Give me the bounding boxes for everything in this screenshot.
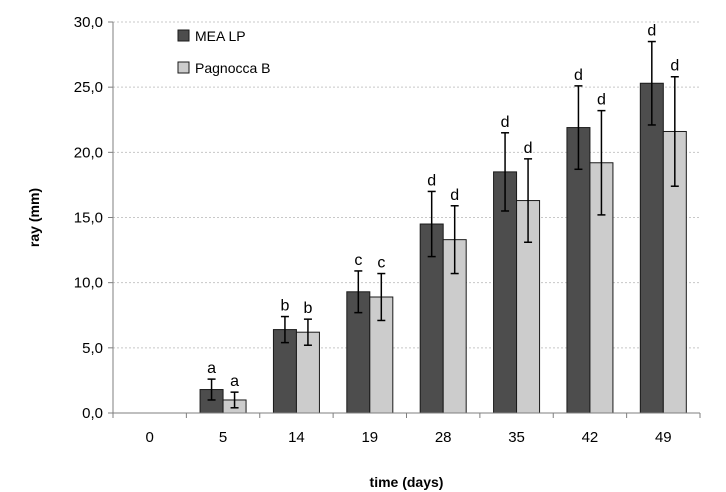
y-tick-label: 20,0 (74, 144, 103, 161)
bar (566, 127, 591, 414)
significance-label: c (377, 255, 385, 272)
significance-label: a (230, 373, 239, 390)
x-tick-label: 28 (435, 429, 452, 446)
axes: 0,0 5,0 10,0 15,0 20,0 25,0 30,0 0 5 14 19 28 35 42 49 (74, 14, 701, 446)
y-tick-label: 30,0 (74, 14, 103, 31)
significance-label: d (597, 92, 606, 109)
x-tick-label: 0 (146, 429, 154, 446)
significance-label: d (427, 172, 436, 189)
x-tick-label: 42 (582, 429, 599, 446)
bar (639, 82, 664, 414)
x-tick-label: 19 (361, 429, 378, 446)
significance-label: d (647, 23, 656, 40)
significance-label: c (354, 252, 362, 269)
significance-label: d (501, 114, 510, 131)
legend: MEA LP Pagnocca B (177, 28, 271, 76)
y-tick-label: 5,0 (82, 340, 103, 357)
legend-label: MEA LP (195, 28, 246, 44)
significance-label: b (303, 300, 312, 317)
y-axis-title: ray (mm) (26, 188, 42, 247)
legend-label: Pagnocca B (195, 60, 271, 76)
significance-label: a (207, 360, 216, 377)
x-tick-label: 35 (508, 429, 525, 446)
x-tick-label: 5 (219, 429, 227, 446)
significance-label: d (574, 67, 583, 84)
y-tick-label: 15,0 (74, 210, 103, 227)
legend-swatch (177, 29, 190, 42)
x-tick-label: 49 (655, 429, 672, 446)
significance-label: d (524, 140, 533, 157)
significance-label: d (670, 58, 679, 75)
legend-swatch (177, 61, 190, 74)
y-tick-label: 10,0 (74, 275, 103, 292)
significance-label: b (280, 298, 289, 315)
significance-label: d (450, 187, 459, 204)
y-tick-label: 25,0 (74, 79, 103, 96)
y-tick-label: 0,0 (82, 405, 103, 422)
x-axis-title: time (days) (370, 474, 444, 490)
x-tick-label: 14 (288, 429, 305, 446)
